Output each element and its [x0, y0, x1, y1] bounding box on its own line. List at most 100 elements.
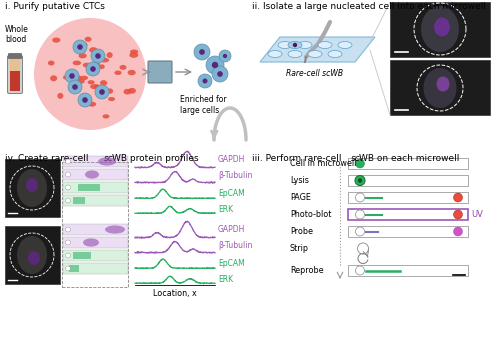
Circle shape — [202, 78, 207, 83]
Circle shape — [73, 40, 87, 54]
Text: PAGE: PAGE — [290, 193, 311, 202]
Text: EpCAM: EpCAM — [218, 189, 245, 197]
Text: UV: UV — [471, 210, 483, 219]
Ellipse shape — [48, 61, 54, 65]
Ellipse shape — [98, 157, 116, 166]
Circle shape — [66, 185, 70, 190]
Ellipse shape — [94, 84, 100, 89]
Polygon shape — [260, 37, 375, 62]
Bar — [63, 250, 128, 261]
Text: Enriched for
large cells: Enriched for large cells — [180, 95, 226, 115]
Circle shape — [356, 193, 364, 202]
Circle shape — [91, 49, 105, 63]
Ellipse shape — [268, 50, 282, 57]
Ellipse shape — [84, 37, 91, 42]
Bar — [348, 226, 468, 237]
Circle shape — [356, 210, 364, 219]
Text: EpCAM: EpCAM — [218, 258, 245, 268]
Ellipse shape — [130, 52, 138, 58]
Ellipse shape — [102, 114, 110, 119]
Circle shape — [454, 193, 462, 202]
Circle shape — [66, 240, 70, 245]
Ellipse shape — [83, 238, 99, 247]
Circle shape — [194, 44, 210, 60]
Ellipse shape — [58, 93, 64, 99]
Circle shape — [66, 227, 70, 232]
Text: iv. Create rare-cell: iv. Create rare-cell — [5, 154, 92, 163]
Ellipse shape — [128, 88, 136, 94]
Circle shape — [72, 84, 78, 90]
Circle shape — [66, 198, 70, 203]
Text: β-Tubulin: β-Tubulin — [218, 171, 252, 181]
Circle shape — [34, 18, 146, 130]
Ellipse shape — [288, 50, 302, 57]
Circle shape — [99, 89, 105, 95]
Text: β-Tubulin: β-Tubulin — [218, 241, 252, 251]
Ellipse shape — [288, 42, 302, 49]
Ellipse shape — [88, 63, 94, 68]
Ellipse shape — [318, 42, 332, 49]
Ellipse shape — [128, 70, 136, 75]
Circle shape — [293, 43, 297, 47]
Text: WB on each microwell: WB on each microwell — [359, 154, 460, 163]
Bar — [63, 224, 128, 235]
Ellipse shape — [130, 50, 138, 54]
Circle shape — [77, 44, 83, 50]
Ellipse shape — [78, 79, 85, 84]
Circle shape — [356, 266, 364, 275]
Circle shape — [358, 178, 362, 183]
Ellipse shape — [17, 169, 47, 207]
Text: Lysis: Lysis — [290, 176, 309, 185]
Circle shape — [454, 227, 462, 236]
Bar — [348, 158, 468, 169]
Ellipse shape — [50, 75, 57, 81]
Text: GAPDH: GAPDH — [218, 225, 246, 233]
Bar — [63, 237, 128, 248]
Circle shape — [66, 266, 70, 271]
Text: iii. Perform rare-cell: iii. Perform rare-cell — [252, 154, 344, 163]
FancyBboxPatch shape — [8, 54, 22, 58]
Circle shape — [82, 97, 88, 103]
Circle shape — [356, 227, 364, 236]
Bar — [63, 156, 128, 167]
Bar — [63, 263, 128, 274]
Bar — [78, 184, 100, 191]
Text: GAPDH: GAPDH — [218, 155, 246, 163]
Bar — [390, 60, 490, 115]
Bar — [348, 192, 468, 203]
Bar — [62, 162, 128, 287]
Ellipse shape — [73, 75, 82, 81]
Text: Location, x: Location, x — [153, 289, 197, 298]
Ellipse shape — [424, 68, 456, 108]
Circle shape — [199, 49, 205, 55]
Ellipse shape — [77, 45, 84, 49]
Ellipse shape — [26, 178, 38, 192]
Ellipse shape — [81, 42, 87, 48]
Text: ii. Isolate a large nucleated cell into each microwell: ii. Isolate a large nucleated cell into … — [252, 2, 486, 11]
Circle shape — [78, 93, 92, 107]
Text: Whole
blood: Whole blood — [5, 25, 29, 44]
Circle shape — [198, 74, 212, 88]
Ellipse shape — [88, 102, 96, 107]
Circle shape — [355, 176, 365, 186]
Text: Reprobe: Reprobe — [290, 266, 324, 275]
FancyBboxPatch shape — [8, 56, 22, 94]
Ellipse shape — [28, 251, 40, 265]
Ellipse shape — [52, 38, 60, 43]
Circle shape — [95, 53, 101, 59]
Bar — [5, 226, 60, 284]
Ellipse shape — [100, 58, 109, 63]
Circle shape — [219, 50, 231, 62]
Circle shape — [95, 85, 109, 99]
Circle shape — [358, 243, 368, 254]
Ellipse shape — [278, 42, 292, 49]
Circle shape — [65, 69, 79, 83]
Ellipse shape — [436, 76, 450, 92]
Bar — [63, 195, 128, 206]
Circle shape — [212, 62, 218, 68]
Circle shape — [66, 159, 70, 164]
Ellipse shape — [338, 42, 352, 49]
Ellipse shape — [17, 236, 47, 274]
Ellipse shape — [89, 47, 98, 53]
Circle shape — [90, 66, 96, 72]
